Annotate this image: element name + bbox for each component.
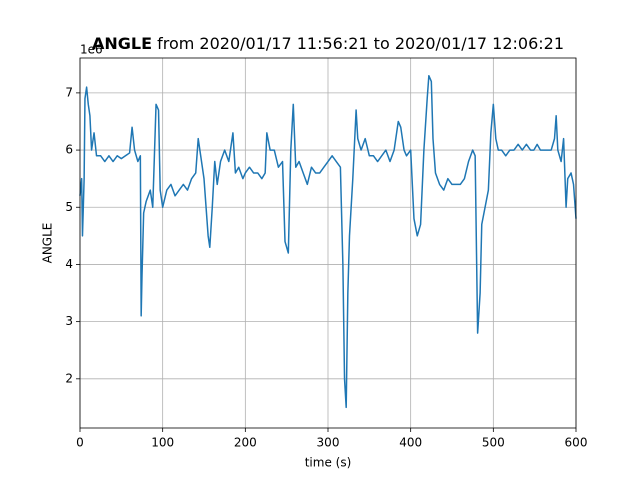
y-tick-label: 4 bbox=[65, 257, 73, 271]
offset-label: 1e6 bbox=[80, 43, 103, 57]
y-tick-label: 2 bbox=[65, 371, 73, 385]
title-text: from 2020/01/17 11:56:21 to 2020/01/17 1… bbox=[157, 34, 564, 53]
x-tick-label: 400 bbox=[399, 436, 422, 450]
x-tick-label: 300 bbox=[317, 436, 340, 450]
y-tick-label: 6 bbox=[65, 143, 73, 157]
x-tick-label: 200 bbox=[234, 436, 257, 450]
title-variable: ANGLE bbox=[92, 34, 152, 53]
x-tick-label: 500 bbox=[482, 436, 505, 450]
plot-frame bbox=[79, 57, 577, 429]
y-tick-label: 7 bbox=[65, 85, 73, 99]
data-line bbox=[79, 74, 577, 409]
y-tick-label: 3 bbox=[65, 314, 73, 328]
x-tick-label: 0 bbox=[76, 436, 84, 450]
x-tick-label: 600 bbox=[565, 436, 588, 450]
chart-title: ANGLE from 2020/01/17 11:56:21 to 2020/0… bbox=[92, 34, 564, 53]
x-tick-label: 100 bbox=[151, 436, 174, 450]
y-tick-label: 5 bbox=[65, 200, 73, 214]
x-axis-label: time (s) bbox=[305, 456, 352, 470]
y-axis-label: ANGLE bbox=[41, 223, 55, 264]
